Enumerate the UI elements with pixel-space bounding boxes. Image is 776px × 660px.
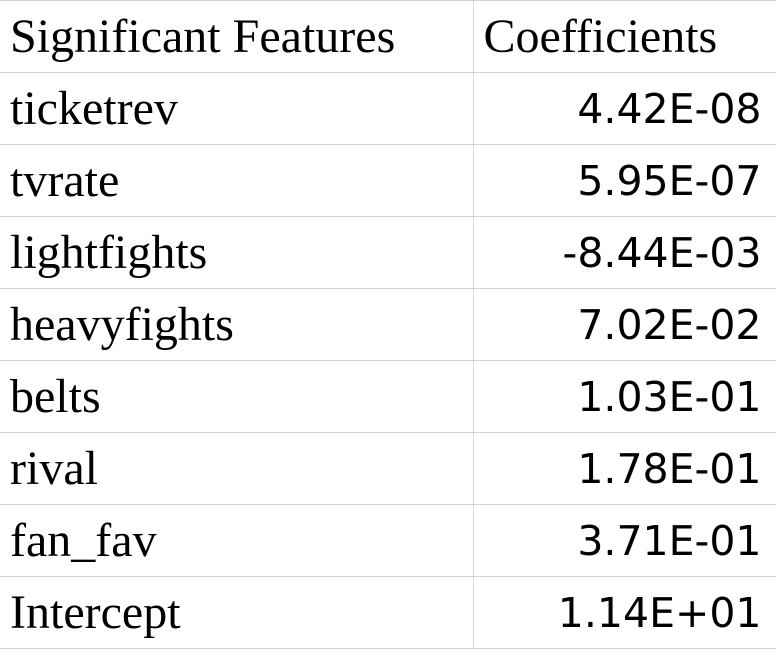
header-cell-features[interactable]: Significant Features — [0, 0, 474, 73]
table-row: ticketrev 4.42E-08 — [0, 72, 776, 145]
coefficient-cell[interactable]: 1.03E-01 — [473, 360, 776, 433]
sheet-bottom-edge — [0, 657, 776, 660]
header-row: Significant Features Coefficients — [0, 0, 776, 73]
feature-cell[interactable]: belts — [0, 360, 474, 433]
coefficient-cell[interactable]: 1.14E+01 — [473, 576, 776, 649]
feature-cell[interactable]: rival — [0, 432, 474, 505]
coefficient-cell[interactable]: 5.95E-07 — [473, 144, 776, 217]
table-row: rival 1.78E-01 — [0, 432, 776, 505]
coefficient-cell[interactable]: 4.42E-08 — [473, 72, 776, 145]
feature-cell[interactable]: Intercept — [0, 576, 474, 649]
coefficient-cell[interactable]: 3.71E-01 — [473, 504, 776, 577]
feature-cell[interactable]: fan_fav — [0, 504, 474, 577]
coefficient-cell[interactable]: -8.44E-03 — [473, 216, 776, 289]
table-row: fan_fav 3.71E-01 — [0, 504, 776, 577]
feature-cell[interactable]: lightfights — [0, 216, 474, 289]
table-row: tvrate 5.95E-07 — [0, 144, 776, 217]
feature-cell[interactable]: ticketrev — [0, 72, 474, 145]
coefficient-cell[interactable]: 7.02E-02 — [473, 288, 776, 361]
table-row: heavyfights 7.02E-02 — [0, 288, 776, 361]
table-row: belts 1.03E-01 — [0, 360, 776, 433]
table-row: lightfights -8.44E-03 — [0, 216, 776, 289]
coefficient-cell[interactable]: 1.78E-01 — [473, 432, 776, 505]
table-row: Intercept 1.14E+01 — [0, 576, 776, 649]
header-cell-coefficients[interactable]: Coefficients — [473, 0, 776, 73]
feature-cell[interactable]: tvrate — [0, 144, 474, 217]
feature-cell[interactable]: heavyfights — [0, 288, 474, 361]
